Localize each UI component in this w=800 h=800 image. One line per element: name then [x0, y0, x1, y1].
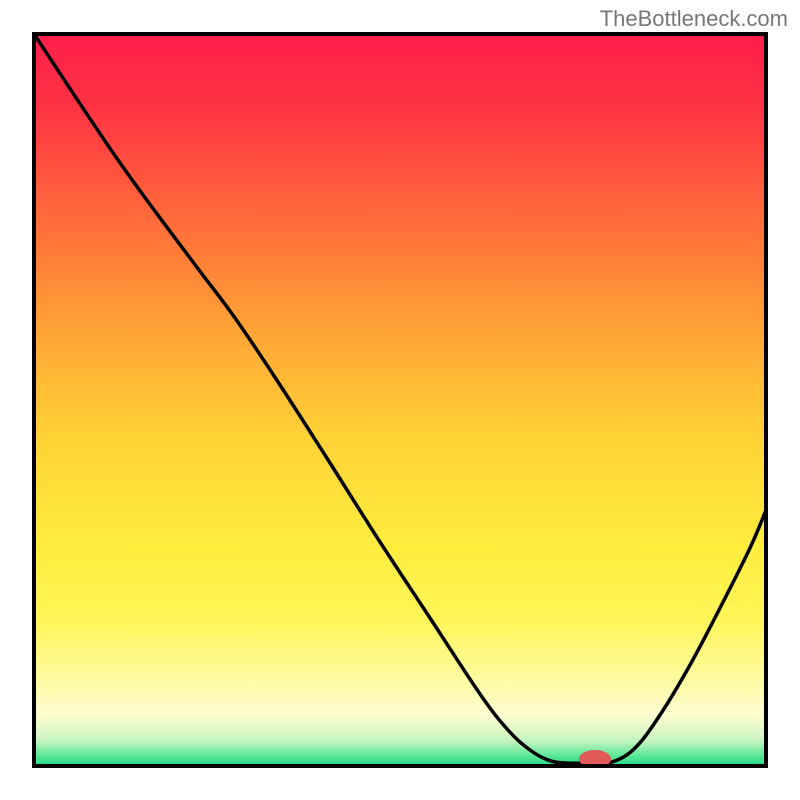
chart-svg: [0, 0, 800, 800]
watermark-label: TheBottleneck.com: [600, 6, 788, 32]
chart-container: TheBottleneck.com: [0, 0, 800, 800]
gradient-background: [34, 34, 766, 766]
